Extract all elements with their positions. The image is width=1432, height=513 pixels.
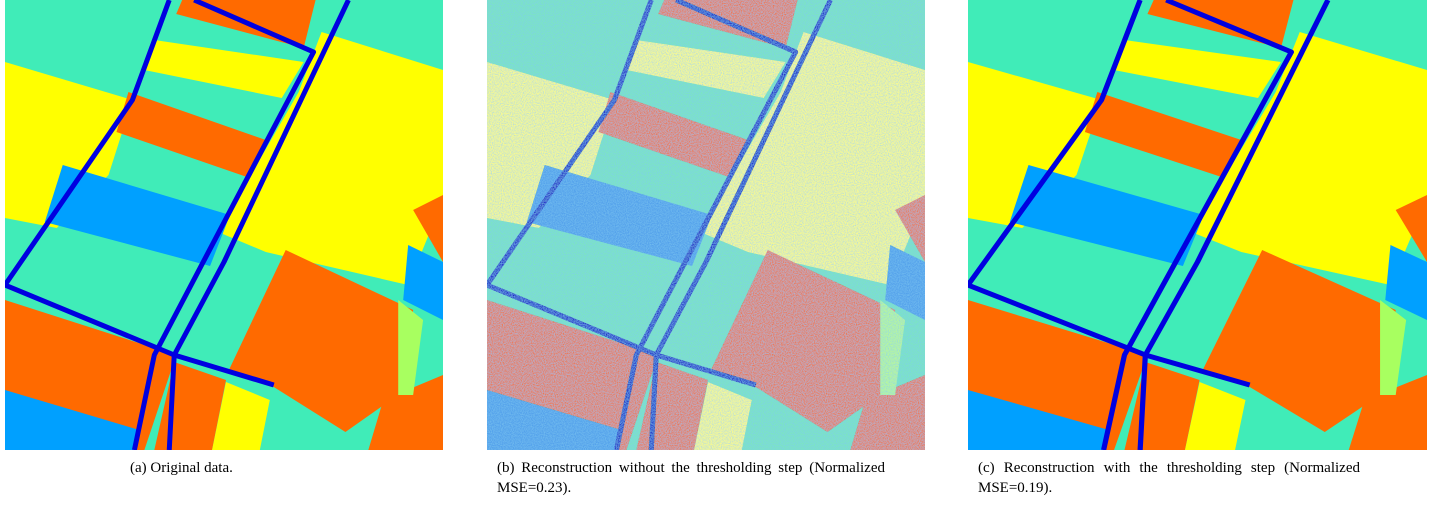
caption: (c) Reconstruction with the thresholding… bbox=[978, 458, 1360, 498]
original-image bbox=[5, 0, 443, 450]
caption: (b) Reconstruction without the threshold… bbox=[497, 458, 885, 498]
reconstruction-no-threshold-image bbox=[487, 0, 925, 450]
figure: (a) Original data. (b) Reconstruction wi… bbox=[0, 0, 1432, 513]
caption: (a) Original data. bbox=[130, 458, 430, 478]
reconstruction-threshold-image bbox=[968, 0, 1427, 450]
